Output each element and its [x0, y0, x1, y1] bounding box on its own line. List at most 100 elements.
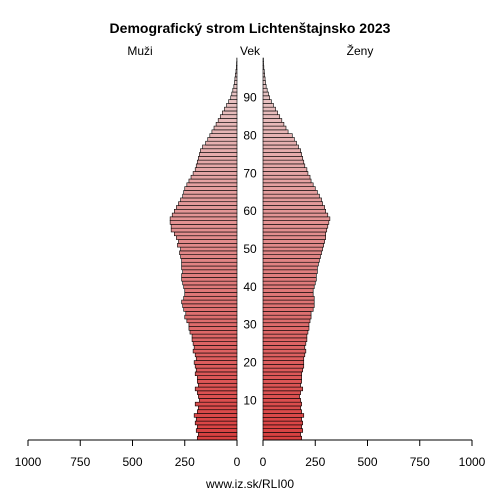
female-bar-age-84 — [262, 118, 283, 123]
male-bar-age-43 — [181, 273, 238, 278]
male-bar-age-92 — [232, 87, 238, 93]
source-label: www.iz.sk/RLI00 — [205, 477, 294, 491]
female-bar-age-74 — [262, 156, 304, 161]
male-bar-age-10 — [199, 398, 238, 403]
male-bar-age-9 — [194, 401, 238, 407]
female-bar-age-99 — [262, 61, 264, 66]
female-bar-age-92 — [262, 87, 268, 93]
male-bar-age-88 — [226, 103, 238, 108]
female-bar-age-63 — [262, 197, 322, 203]
age-tick-10: 10 — [243, 393, 257, 407]
female-bar-age-8 — [262, 405, 301, 411]
male-bar-age-15 — [196, 379, 238, 384]
chart-title: Demografický strom Lichtenštajnsko 2023 — [110, 20, 391, 36]
male-label: Muži — [127, 44, 152, 58]
female-bar-age-47 — [262, 258, 320, 263]
female-bar-age-34 — [262, 307, 314, 312]
male-bar-age-4 — [194, 420, 238, 426]
female-bar-age-69 — [262, 174, 311, 180]
female-bar-age-75 — [262, 152, 302, 157]
male-bar-age-14 — [198, 382, 238, 388]
female-axis-tick-label: 750 — [410, 455, 430, 469]
female-axis-tick-label: 0 — [260, 455, 267, 469]
female-bar-age-25 — [262, 341, 307, 346]
female-bar-age-86 — [262, 110, 278, 116]
male-bars — [169, 57, 238, 441]
male-bar-age-36 — [181, 299, 238, 305]
age-tick-60: 60 — [243, 204, 257, 218]
male-axis-tick-label: 1000 — [15, 455, 42, 469]
male-bar-age-12 — [196, 390, 238, 395]
male-x-axis: 1000 750 500 250 0 — [15, 439, 241, 469]
female-bar-age-32 — [262, 314, 312, 320]
female-bar-age-82 — [262, 125, 287, 131]
male-bar-age-27 — [191, 333, 238, 339]
male-bar-age-94 — [234, 80, 238, 85]
female-bar-age-98 — [262, 65, 265, 70]
age-tick-20: 20 — [243, 355, 257, 369]
male-bar-age-46 — [181, 261, 238, 267]
female-bar-age-41 — [262, 280, 316, 286]
female-bar-age-13 — [262, 386, 304, 392]
male-bar-age-97 — [235, 69, 238, 74]
female-bar-age-64 — [262, 193, 320, 199]
male-bar-age-74 — [198, 156, 238, 161]
male-bar-age-41 — [182, 280, 238, 286]
female-bar-age-7 — [262, 409, 302, 414]
female-bars — [262, 57, 331, 441]
female-axis-tick-label: 500 — [357, 455, 377, 469]
female-bar-age-80 — [262, 133, 293, 138]
male-bar-age-58 — [169, 216, 238, 221]
male-bar-age-38 — [184, 292, 238, 297]
male-bar-age-77 — [202, 144, 238, 150]
female-bar-age-76 — [262, 148, 301, 153]
female-bar-age-39 — [262, 288, 314, 293]
male-bar-age-73 — [196, 159, 238, 165]
female-bar-age-31 — [262, 318, 311, 324]
female-bar-age-16 — [262, 375, 302, 380]
female-bar-age-56 — [262, 224, 329, 229]
male-axis-tick-label: 250 — [175, 455, 195, 469]
female-bar-age-33 — [262, 311, 312, 316]
female-bar-age-65 — [262, 190, 318, 195]
female-bar-age-59 — [262, 212, 329, 218]
female-bar-age-66 — [262, 186, 316, 191]
female-bar-age-72 — [262, 163, 306, 168]
male-bar-age-22 — [194, 352, 238, 358]
female-bar-age-49 — [262, 250, 322, 255]
female-bar-age-22 — [262, 352, 306, 358]
male-bar-age-0 — [196, 435, 238, 441]
age-tick-50: 50 — [243, 242, 257, 256]
female-bar-age-17 — [262, 371, 302, 377]
male-bar-age-93 — [233, 84, 238, 89]
male-bar-age-49 — [179, 250, 238, 255]
male-bar-age-45 — [181, 265, 238, 271]
male-bar-age-71 — [194, 167, 238, 172]
female-bar-age-38 — [262, 292, 314, 297]
female-bar-age-94 — [262, 80, 266, 85]
male-bar-age-76 — [200, 148, 238, 153]
female-bar-age-21 — [262, 356, 305, 361]
female-bar-age-52 — [262, 239, 325, 244]
male-bar-age-13 — [194, 386, 238, 392]
male-bar-age-47 — [181, 258, 238, 263]
male-bar-age-51 — [177, 243, 238, 248]
male-bar-age-28 — [189, 330, 238, 335]
male-bar-age-64 — [182, 193, 238, 199]
female-bar-age-67 — [262, 182, 314, 187]
female-bar-age-35 — [262, 303, 315, 308]
female-bar-age-93 — [262, 84, 267, 89]
male-axis-tick-label: 0 — [234, 455, 241, 469]
female-bar-age-29 — [262, 326, 310, 331]
female-label: Ženy — [347, 43, 374, 58]
male-bar-age-39 — [184, 288, 238, 293]
male-bar-age-72 — [195, 163, 238, 168]
male-bar-age-66 — [184, 186, 238, 191]
female-bar-age-70 — [262, 171, 309, 176]
female-bar-age-73 — [262, 159, 305, 165]
male-bar-age-87 — [224, 106, 238, 112]
male-bar-age-84 — [217, 118, 238, 123]
female-bar-age-20 — [262, 360, 305, 365]
male-bar-age-91 — [231, 91, 238, 97]
female-bar-age-90 — [262, 95, 270, 100]
